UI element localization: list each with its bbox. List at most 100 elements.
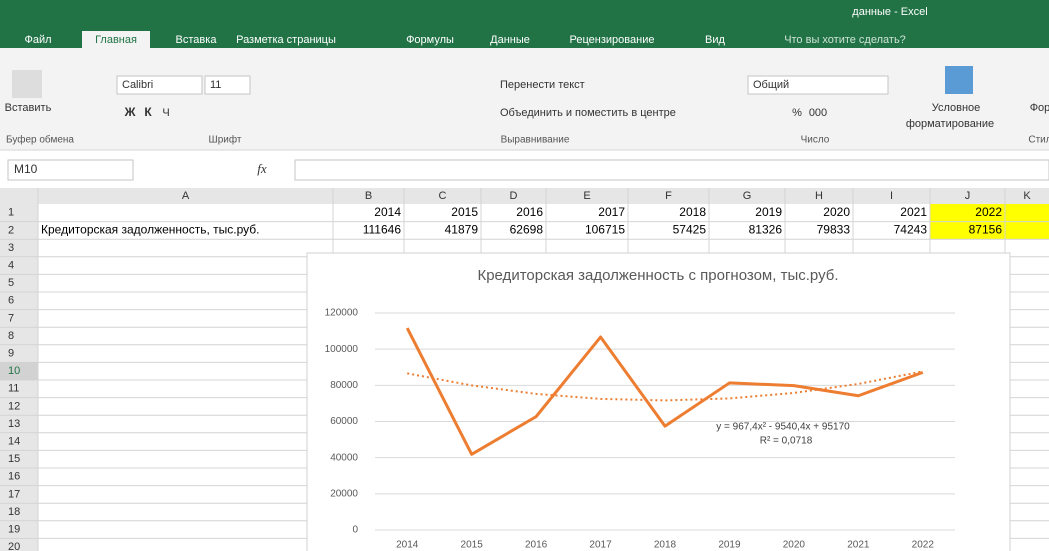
window-title: данные - Excel [852,6,927,18]
ribbon-cond-format-2[interactable]: форматирование [906,118,994,130]
ribbon-tab[interactable]: Рецензирование [570,34,655,46]
ribbon-bold[interactable]: Ж [124,105,136,119]
cell: 2016 [516,205,543,219]
chart: Кредиторская задолженность с прогнозом, … [306,252,1011,551]
font-name-box[interactable] [116,75,203,95]
row-header: 1 [8,207,14,219]
y-tick-label: 20000 [330,488,358,499]
cell: 2019 [755,205,782,219]
column-header: B [365,190,372,202]
column-header: I [890,190,893,202]
row-header: 2 [8,224,14,236]
ribbon-cond-format-1[interactable]: Условное [932,102,981,114]
x-tick-label: 2021 [847,540,870,551]
ribbon-tab[interactable]: Формулы [406,34,454,46]
ribbon-tab[interactable]: Разметка страницы [236,34,336,46]
row-header: 20 [8,541,20,551]
ribbon-tab[interactable]: Данные [490,34,530,46]
number-format-box[interactable] [747,75,889,95]
font-size-box[interactable] [204,75,251,95]
line-series [405,327,924,456]
ribbon-group-label: Буфер обмена [6,134,74,146]
column-header: K [1023,190,1031,202]
row-header: 3 [8,242,14,254]
y-tick-label: 60000 [330,416,358,427]
x-tick-label: 2022 [912,540,935,551]
row-header: 4 [8,260,14,272]
cell: 87156 [969,223,1003,237]
row-header: 13 [8,418,20,430]
ribbon-tab[interactable]: Файл [24,34,51,46]
fx-label: fx [257,161,267,176]
cond-format-icon[interactable] [945,66,973,94]
x-tick-label: 2016 [525,540,548,551]
name-box-text: M10 [14,162,38,176]
ribbon-group-label: Стил [1028,135,1049,146]
paste-icon[interactable] [12,70,42,98]
column-header: H [815,190,823,202]
cell: 2020 [823,205,850,219]
ribbon-tab[interactable]: Вставка [176,34,218,46]
x-tick-label: 2018 [654,540,677,551]
row-header: 11 [8,383,19,395]
row-header: 14 [8,436,20,448]
ribbon-wrap[interactable]: Перенести текст [500,79,585,91]
ribbon-number-format[interactable]: Общий [753,79,789,91]
ribbon-tab[interactable]: Главная [95,34,137,46]
ribbon [0,48,1049,150]
cell: 74243 [894,223,928,237]
highlight-cell [930,221,1005,240]
ribbon-font-name[interactable]: Calibri [122,79,153,91]
ribbon-paste[interactable]: Вставить [5,102,52,114]
ribbon-percent[interactable]: % [792,107,802,119]
ribbon-thousands[interactable]: 000 [809,107,827,119]
row-header: 10 [8,365,20,377]
y-tick-label: 100000 [325,344,359,355]
ribbon-underline[interactable]: Ч [162,107,169,119]
cell: 41879 [445,223,479,237]
title-bar [0,0,1049,48]
column-header: E [583,190,590,202]
row-header: 5 [8,277,14,289]
ribbon-font-size[interactable]: 11 [210,79,221,91]
cell: 111646 [363,223,402,237]
highlight-cell [1005,221,1049,240]
column-header: A [182,190,190,202]
x-tick-label: 2019 [718,540,741,551]
ribbon-group-label: Шрифт [209,134,242,146]
y-tick-label: 0 [352,525,358,536]
chart-title: Кредиторская задолженность с прогнозом, … [477,267,838,284]
column-header-bg [0,188,1049,204]
row-header: 12 [8,400,20,412]
ribbon-italic[interactable]: К [144,105,152,119]
row-header: 16 [8,471,20,483]
ribbon-merge[interactable]: Объединить и поместить в центре [500,107,676,119]
column-header: G [743,190,752,202]
ribbon-format-cut[interactable]: Фор [1030,102,1049,114]
ribbon-tab[interactable]: Вид [705,34,725,46]
x-tick-label: 2017 [589,540,612,551]
x-tick-label: 2020 [783,540,806,551]
row-header: 19 [8,524,20,536]
cell: 2015 [451,205,478,219]
cell: 81326 [749,223,783,237]
ribbon-tab[interactable]: Что вы хотите сделать? [784,34,906,46]
column-header: F [665,190,672,202]
cell: 106715 [585,223,625,237]
cell: 79833 [817,223,851,237]
selected-row-marker [0,362,38,380]
cell: 2018 [679,205,706,219]
x-tick-label: 2015 [461,540,484,551]
row-header: 18 [8,506,20,518]
trendline-r2: R² = 0,0718 [760,436,813,447]
highlight-cell [930,204,1005,222]
row-header: 8 [8,330,14,342]
y-tick-label: 120000 [325,308,359,319]
chart-area [306,252,1011,551]
formula-input[interactable] [294,159,1049,181]
x-tick-label: 2014 [396,540,419,551]
name-box[interactable] [7,159,134,181]
cell: 2017 [598,205,625,219]
cell: 57425 [673,223,707,237]
